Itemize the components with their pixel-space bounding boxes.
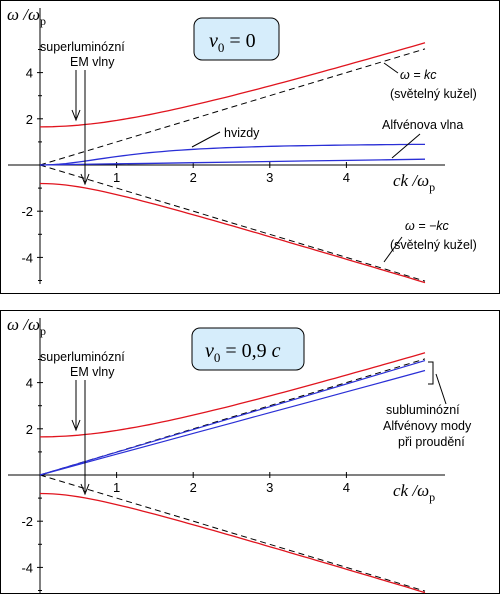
- chart-panel-top: 1 2 3 4 4 2 -2 -4 ω /ωp ck /ωp v0 = 0 superlumi…: [0, 0, 500, 294]
- parameter-box: [191, 327, 305, 371]
- pointer-em-lower-head: [80, 173, 90, 186]
- em-wave-lower: [39, 492, 426, 594]
- x-axis-title: ck /ωp: [393, 171, 435, 194]
- parameter-box: [193, 17, 280, 61]
- x-tick-label: 3: [266, 170, 273, 185]
- pointer-alfven: [391, 133, 421, 159]
- pointer-em-upper-head: [71, 419, 81, 432]
- superluminal-label: superluminózní: [40, 40, 125, 54]
- light-cone-upper-label: ω = kc: [400, 68, 437, 82]
- em-wave-lower: [39, 182, 426, 284]
- superluminal-label-2: EM vlny: [70, 365, 115, 379]
- light-cone-lower: [39, 164, 426, 282]
- parameter-box-label: v0 = 0: [209, 30, 256, 55]
- annotation-pointers: [71, 62, 421, 263]
- pointer-em-lower-head: [80, 483, 90, 496]
- x-tick-label: 4: [343, 170, 350, 185]
- y-axis-title: ω /ωp: [7, 5, 46, 28]
- light-cone-lower-sublabel: (světelný kužel): [390, 238, 477, 252]
- superluminal-label: superluminózní: [40, 350, 125, 364]
- y-tick-label: 4: [26, 376, 33, 391]
- subluminal-label-3: při proudění: [398, 435, 465, 449]
- whistler-curve: [39, 143, 425, 166]
- x-tick-label: 1: [113, 170, 120, 185]
- em-wave-upper: [39, 352, 426, 438]
- light-cone-lower-label: ω = −kc: [405, 219, 450, 233]
- light-cone-upper-sublabel: (světelný kužel): [390, 87, 477, 101]
- alfven-curve: [39, 158, 426, 166]
- subluminal-label-2: Alfvénovy mody: [383, 419, 472, 433]
- y-tick-label: -2: [21, 204, 33, 219]
- light-cone-upper: [39, 358, 426, 476]
- subluminal-label-1: subluminózní: [386, 403, 460, 417]
- x-tick-label: 1: [113, 480, 120, 495]
- y-tick-label: -2: [21, 514, 33, 529]
- whistler-label: hvizdy: [224, 126, 260, 140]
- pointer-light-upper: [383, 62, 399, 74]
- y-tick-label: 4: [26, 66, 33, 81]
- pointer-subluminal: [435, 373, 447, 405]
- x-tick-label: 4: [343, 480, 350, 495]
- subluminal-bracket: [428, 361, 434, 385]
- light-cone-upper: [39, 48, 426, 166]
- x-tick-label: 3: [266, 480, 273, 495]
- y-tick-label: 2: [26, 422, 33, 437]
- subluminal-alfven-mode-2: [39, 369, 426, 476]
- y-tick-label: -4: [21, 560, 33, 575]
- pointer-em-upper-head: [71, 109, 81, 122]
- superluminal-label-2: EM vlny: [70, 55, 115, 69]
- y-tick-label: 2: [26, 112, 33, 127]
- light-cone-lower: [39, 474, 426, 592]
- annotation-pointers: [71, 361, 447, 496]
- x-axis-title: ck /ωp: [393, 481, 435, 504]
- pointer-light-lower: [383, 236, 403, 263]
- chart-panel-bottom: 1 2 3 4 4 2 -2 -4 ω /ωp ck /ωp v0 = 0,9 c super…: [0, 310, 500, 594]
- subluminal-alfven-mode-1: [39, 360, 426, 476]
- pointer-whistler: [191, 131, 221, 148]
- parameter-box-label: v0 = 0,9 c: [205, 340, 281, 365]
- y-axis-title: ω /ωp: [7, 315, 46, 338]
- x-tick-label: 2: [190, 170, 197, 185]
- x-tick-label: 2: [190, 480, 197, 495]
- em-wave-upper: [39, 42, 426, 128]
- alfven-label: Alfvénova vlna: [382, 118, 463, 132]
- y-tick-label: -4: [21, 250, 33, 265]
